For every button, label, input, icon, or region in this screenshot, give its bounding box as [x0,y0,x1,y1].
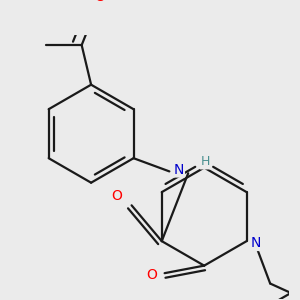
Text: O: O [111,189,122,203]
Text: O: O [94,0,105,4]
Text: O: O [146,268,157,282]
Text: N: N [251,236,261,250]
Text: N: N [174,163,184,176]
Text: H: H [200,155,210,169]
